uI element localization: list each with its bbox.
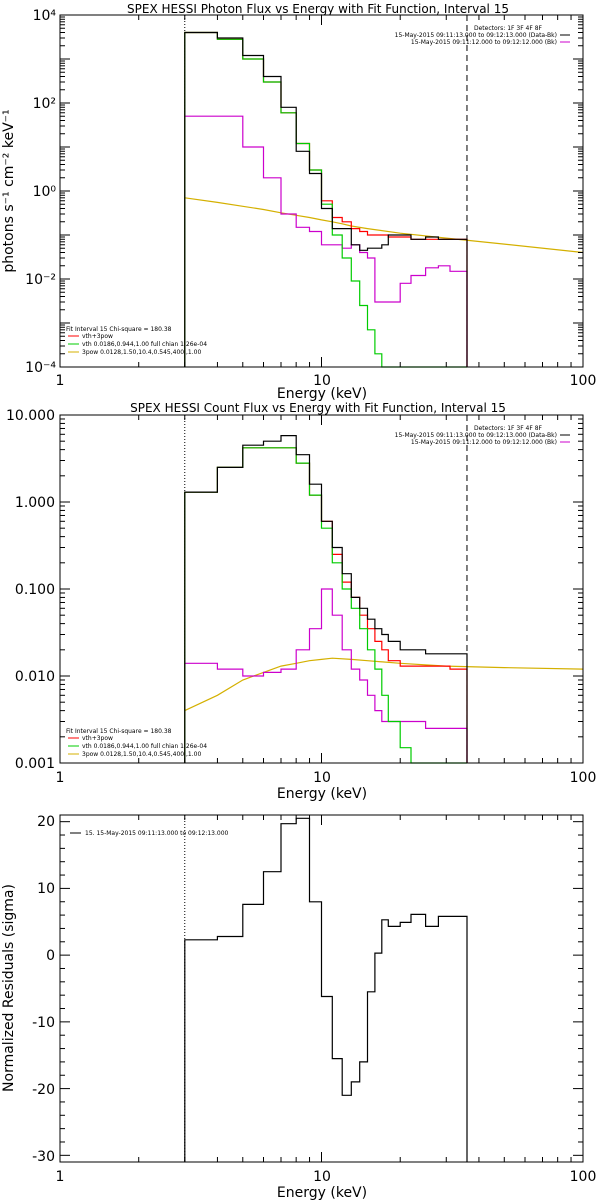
count-detectors-label: Detectors: 1F 3F 4F 8F: [474, 425, 543, 432]
residuals-y-tick-label: -30: [32, 1149, 55, 1165]
photon-y-tick-label: 10⁻⁴: [25, 360, 56, 376]
series-vth: [184, 31, 467, 368]
count-y-tick-label: 0.001: [15, 756, 55, 772]
count-y-tick-label: 1.000: [15, 495, 55, 511]
count-fit-vth-label: vth 0.0186,0.944,1.00 full chian 1.26e-0…: [82, 743, 207, 750]
count-x-tick-label: 10: [313, 770, 331, 786]
residual-series-group: [184, 815, 468, 1162]
photon-y-axis-label: photons s⁻¹ cm⁻² keV⁻¹: [1, 109, 17, 272]
photon-fit-interval-label: Fit Interval 15 Chi-square = 180.38: [66, 326, 172, 333]
photon-data-interval-label: 15-May-2015 09:11:13.000 to 09:12:13.000…: [395, 32, 557, 39]
series-vth: [184, 447, 467, 764]
photon-x-tick-label: 10: [313, 373, 331, 389]
photon-y-tick-label: 10⁴: [33, 8, 57, 24]
count-series-group: [184, 415, 584, 764]
count-data-interval-label: 15-May-2015 09:11:13.000 to 09:12:13.000…: [395, 432, 557, 439]
photon-series-group: [184, 15, 584, 368]
photon-flux-panel: SPEX HESSI Photon Flux vs Energy with Fi…: [1, 2, 596, 402]
residuals-x-tick-label: 10: [313, 1169, 331, 1185]
residuals-panel: 1 10 100 Energy (keV) 20 10 0 -10 -20 -3…: [1, 814, 597, 1201]
photon-chart-title: SPEX HESSI Photon Flux vs Energy with Fi…: [127, 2, 509, 16]
residuals-x-tick-label: 100: [570, 1169, 597, 1185]
count-y-tick-label: 10.000: [6, 408, 55, 424]
residuals-y-tick-label: 20: [37, 814, 55, 830]
residuals-y-axis-label: Normalized Residuals (sigma): [1, 884, 17, 1092]
count-fit-model-label: vth+3pow: [82, 735, 113, 742]
photon-y-tick-label: 10²: [33, 96, 56, 112]
photon-fit-vth-label: vth 0.0186,0.944,1.00 full chian 1.26e-0…: [82, 341, 207, 348]
count-x-tick-label: 100: [570, 770, 597, 786]
series-bk: [184, 115, 468, 367]
count-x-tick-label: 1: [56, 770, 65, 786]
photon-axis-ticks: [59, 14, 584, 368]
photon-x-axis-label: Energy (keV): [277, 386, 367, 402]
series-residuals: [184, 817, 468, 1162]
series-data: [184, 435, 468, 763]
count-bk-interval-label: 15-May-2015 09:11:12.000 to 09:12:12.000…: [411, 439, 557, 446]
count-y-tick-label: 0.100: [15, 582, 55, 598]
count-chart-title: SPEX HESSI Count Flux vs Energy with Fit…: [130, 401, 506, 415]
count-fit-interval-label: Fit Interval 15 Chi-square = 180.38: [66, 728, 172, 735]
series-bk: [184, 588, 468, 763]
count-x-axis-label: Energy (keV): [277, 786, 367, 802]
count-fit-pow-label: 3pow 0.0128,1.50,10.4,0.545,400.,1.00: [82, 751, 201, 758]
residuals-x-axis-label: Energy (keV): [277, 1185, 367, 1200]
series-3pow: [184, 197, 584, 254]
photon-detectors-label: Detectors: 1F 3F 4F 8F: [474, 25, 543, 32]
photon-fit-pow-label: 3pow 0.0128,1.50,10.4,0.545,400.,1.00: [82, 349, 201, 356]
photon-x-tick-label: 100: [570, 373, 597, 389]
residuals-legend-label: 15. 15-May-2015 09:11:13.000 to 09:12:13…: [85, 830, 229, 837]
photon-y-tick-label: 10⁻²: [25, 272, 56, 288]
residuals-y-tick-label: 0: [46, 948, 55, 964]
residuals-x-tick-label: 1: [56, 1169, 65, 1185]
photon-x-tick-label: 1: [56, 373, 65, 389]
series-vth-3pow: [184, 31, 468, 367]
count-y-tick-label: 0.010: [15, 669, 55, 685]
residuals-axis-ticks: [59, 815, 584, 1162]
series-3pow: [184, 657, 584, 712]
count-axis-ticks: [59, 414, 584, 764]
series-vth-3pow: [184, 447, 468, 763]
count-flux-panel: SPEX HESSI Count Flux vs Energy with Fit…: [6, 401, 596, 802]
photon-y-tick-label: 10⁰: [33, 184, 57, 200]
residuals-y-tick-label: -10: [32, 1015, 55, 1031]
photon-bk-interval-label: 15-May-2015 09:11:12.000 to 09:12:12.000…: [411, 39, 557, 46]
residuals-y-tick-label: -20: [32, 1082, 55, 1098]
series-data: [184, 31, 468, 367]
residuals-y-tick-label: 10: [37, 881, 55, 897]
photon-fit-model-label: vth+3pow: [82, 333, 113, 340]
